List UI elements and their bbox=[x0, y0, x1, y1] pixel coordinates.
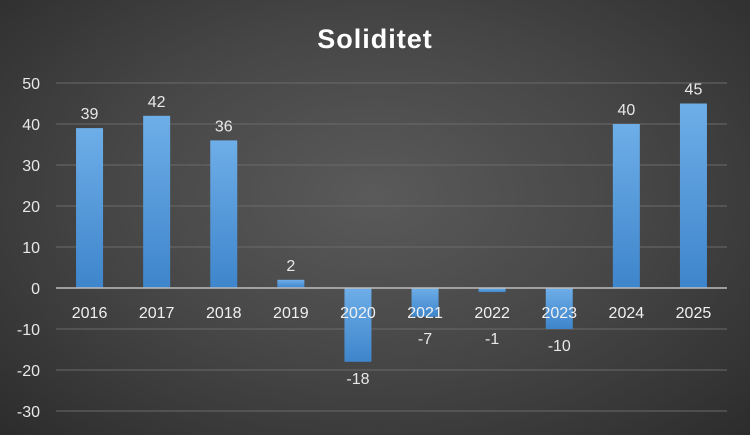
x-tick-label: 2020 bbox=[340, 305, 376, 322]
y-tick-label: 40 bbox=[22, 117, 40, 134]
y-tick-label: -10 bbox=[17, 322, 40, 339]
bar-2020 bbox=[344, 288, 372, 362]
x-tick-label: 2017 bbox=[139, 305, 175, 322]
y-tick-label: 0 bbox=[31, 281, 40, 298]
data-label: 36 bbox=[215, 118, 233, 135]
x-tick-label: 2023 bbox=[541, 305, 577, 322]
x-tick-label: 2022 bbox=[474, 305, 510, 322]
x-tick-label: 2016 bbox=[72, 305, 108, 322]
data-label: 2 bbox=[286, 258, 295, 275]
data-label: -7 bbox=[418, 331, 432, 348]
data-label: 39 bbox=[81, 106, 99, 123]
chart-title: Soliditet bbox=[317, 24, 433, 54]
bar-2025 bbox=[679, 103, 707, 288]
data-label: 45 bbox=[685, 82, 703, 99]
bar-2023 bbox=[545, 288, 573, 329]
data-label: -1 bbox=[485, 331, 499, 348]
data-label: 42 bbox=[148, 94, 166, 111]
data-label: -18 bbox=[346, 371, 369, 388]
x-tick-label: 2018 bbox=[206, 305, 242, 322]
bar-2016 bbox=[76, 128, 104, 288]
y-tick-label: -30 bbox=[17, 404, 40, 421]
bar-2017 bbox=[143, 115, 171, 288]
bar-2021 bbox=[411, 288, 439, 317]
x-tick-label: 2021 bbox=[407, 305, 443, 322]
y-tick-label: 30 bbox=[22, 158, 40, 175]
x-tick-label: 2024 bbox=[609, 305, 645, 322]
data-label: 40 bbox=[617, 102, 635, 119]
x-tick-label: 2025 bbox=[676, 305, 712, 322]
bar-2018 bbox=[210, 140, 238, 288]
y-tick-label: -20 bbox=[17, 363, 40, 380]
x-tick-label: 2019 bbox=[273, 305, 309, 322]
y-tick-label: 20 bbox=[22, 199, 40, 216]
bar-2024 bbox=[612, 124, 640, 288]
y-tick-label: 50 bbox=[22, 76, 40, 93]
bar-2019 bbox=[277, 279, 305, 288]
y-tick-label: 10 bbox=[22, 240, 40, 257]
data-label: -10 bbox=[548, 338, 571, 355]
bar-2022 bbox=[478, 288, 506, 293]
